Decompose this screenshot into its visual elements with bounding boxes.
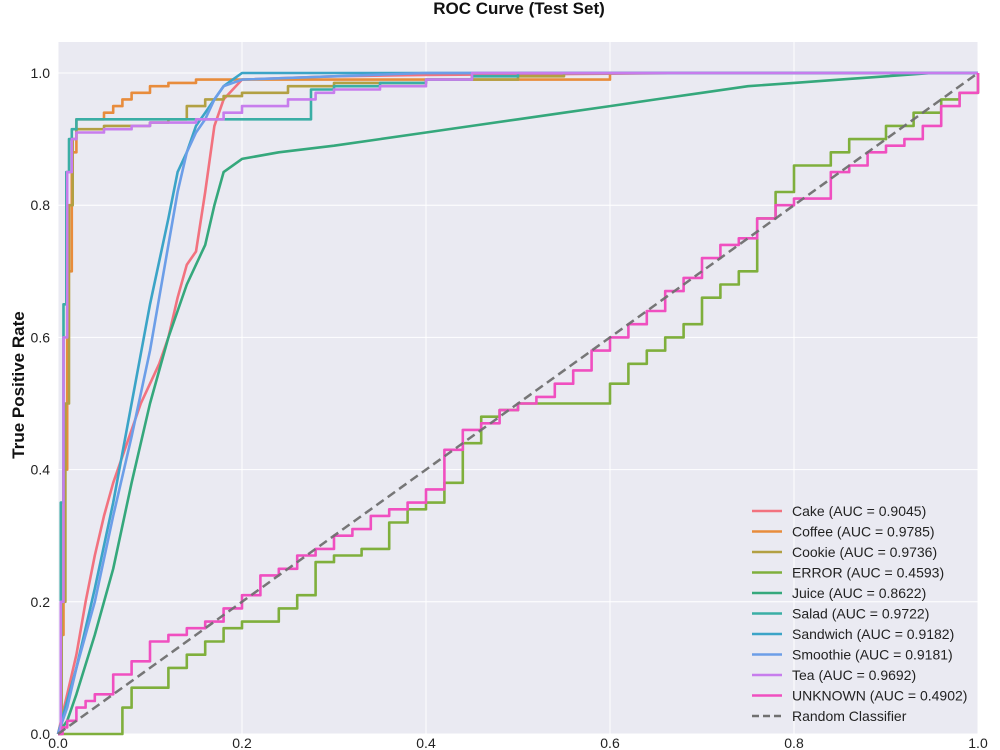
series-lines <box>56 71 980 736</box>
legend-label: Cookie (AUC = 0.9736) <box>792 544 937 560</box>
x-tick-label: 0.4 <box>416 735 436 750</box>
x-tick-label: 0.6 <box>600 735 620 750</box>
legend-label: Tea (AUC = 0.9692) <box>792 667 916 683</box>
x-tick-label: 1.0 <box>968 735 988 750</box>
series-line-8 <box>58 71 978 736</box>
y-tick-label: 0.6 <box>31 329 51 345</box>
grid-lines <box>57 42 979 735</box>
series-line-10 <box>57 71 979 736</box>
y-tick-label: 0.8 <box>31 197 51 213</box>
y-tick-label: 1.0 <box>31 65 51 81</box>
series-line-1 <box>58 71 978 736</box>
series-line-9 <box>58 73 980 736</box>
legend-label: Juice (AUC = 0.8622) <box>792 585 926 601</box>
chart-title: ROC Curve (Test Set) <box>433 0 605 18</box>
y-tick-label: 0.2 <box>31 594 51 610</box>
series-line-6 <box>56 71 978 735</box>
legend-label: ERROR (AUC = 0.4593) <box>792 565 944 581</box>
legend: Cake (AUC = 0.9045) Coffee (AUC = 0.9785)… <box>752 503 967 724</box>
legend-label: Random Classifier <box>792 708 907 724</box>
legend-label: Sandwich (AUC = 0.9182) <box>792 626 954 642</box>
y-tick-label: 0.0 <box>31 726 51 742</box>
y-axis-title: True Positive Rate <box>9 311 28 458</box>
x-tick-label: 0.2 <box>232 735 252 750</box>
axis-ticks: 0.0 0.2 0.4 0.6 0.8 1.0 0.0 0.2 0.4 0.6 0.8 1.0 <box>31 65 988 750</box>
y-tick-label: 0.4 <box>31 462 51 478</box>
series-line-7 <box>56 71 978 735</box>
legend-label: Cake (AUC = 0.9045) <box>792 503 926 519</box>
legend-label: Smoothie (AUC = 0.9181) <box>792 647 953 663</box>
legend-label: Salad (AUC = 0.9722) <box>792 606 929 622</box>
x-tick-label: 0.8 <box>784 735 804 750</box>
legend-label: Coffee (AUC = 0.9785) <box>792 524 935 540</box>
legend-label: UNKNOWN (AUC = 0.4902) <box>792 688 967 704</box>
x-tick-label: 0.0 <box>48 735 68 750</box>
series-line-4 <box>56 71 978 735</box>
